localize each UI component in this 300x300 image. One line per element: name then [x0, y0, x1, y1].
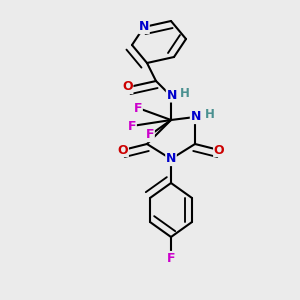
Text: F: F	[146, 128, 154, 142]
Text: N: N	[167, 89, 177, 102]
Text: O: O	[118, 143, 128, 157]
Text: H: H	[205, 107, 215, 121]
Text: N: N	[166, 152, 176, 166]
Text: F: F	[134, 101, 142, 115]
Text: F: F	[128, 119, 136, 133]
Text: H: H	[180, 86, 189, 100]
Text: O: O	[122, 80, 133, 94]
Text: F: F	[167, 251, 175, 265]
Text: N: N	[190, 110, 201, 124]
Text: N: N	[139, 20, 149, 34]
Text: O: O	[214, 143, 224, 157]
